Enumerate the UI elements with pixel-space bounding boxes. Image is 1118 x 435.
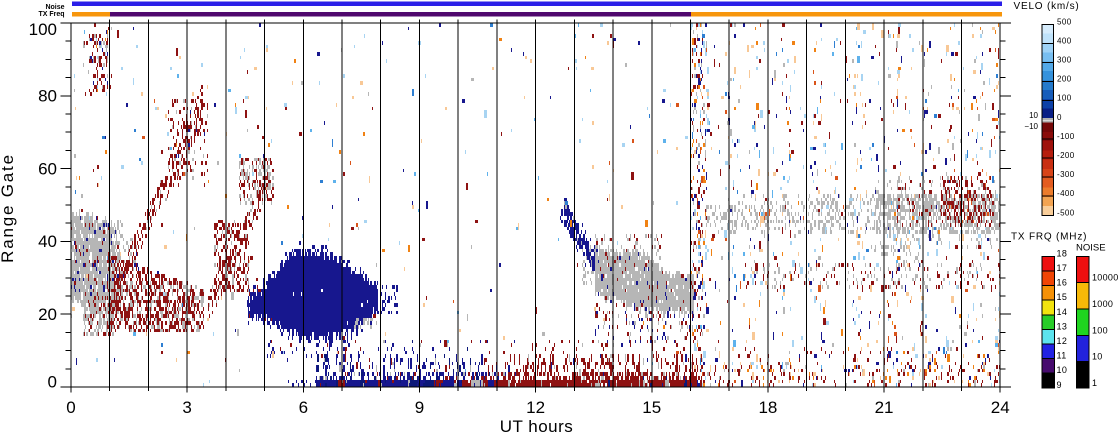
svg-text:3: 3: [182, 398, 191, 417]
svg-text:15: 15: [642, 398, 661, 417]
svg-text:10: 10: [1029, 111, 1038, 120]
svg-text:100: 100: [29, 20, 57, 39]
svg-text:-200: -200: [1057, 151, 1075, 160]
svg-text:10000: 10000: [1092, 273, 1118, 283]
svg-text:0: 0: [66, 398, 75, 417]
svg-text:6: 6: [299, 398, 308, 417]
svg-text:TX Freq: TX Freq: [38, 11, 64, 18]
svg-text:17: 17: [1057, 263, 1068, 273]
svg-text:12: 12: [526, 398, 545, 417]
svg-text:-100: -100: [1057, 132, 1075, 141]
svg-text:-300: -300: [1057, 170, 1075, 179]
svg-text:−10: −10: [1024, 122, 1038, 131]
svg-text:300: 300: [1057, 56, 1072, 65]
svg-text:9: 9: [1057, 380, 1062, 390]
svg-text:400: 400: [1057, 36, 1072, 45]
svg-text:NOISE: NOISE: [1076, 243, 1106, 254]
svg-text:0: 0: [48, 372, 57, 391]
svg-text:Range Gate: Range Gate: [0, 153, 17, 263]
svg-text:0: 0: [1057, 113, 1062, 122]
svg-text:15: 15: [1057, 292, 1068, 302]
svg-text:20: 20: [38, 305, 57, 324]
svg-text:18: 18: [1057, 248, 1068, 258]
svg-text:1: 1: [1092, 378, 1097, 388]
svg-text:Noise: Noise: [45, 4, 64, 11]
svg-text:VELO (km/s): VELO (km/s): [1014, 1, 1080, 12]
svg-text:-500: -500: [1057, 208, 1075, 217]
svg-text:12: 12: [1057, 336, 1068, 346]
svg-text:1000: 1000: [1092, 299, 1113, 309]
svg-text:100: 100: [1092, 325, 1108, 335]
svg-text:18: 18: [758, 398, 777, 417]
svg-text:60: 60: [38, 159, 57, 178]
svg-text:21: 21: [875, 398, 894, 417]
svg-text:11: 11: [1057, 351, 1067, 361]
svg-text:80: 80: [38, 87, 57, 106]
svg-text:500: 500: [1057, 17, 1072, 26]
svg-text:9: 9: [415, 398, 424, 417]
svg-text:UT hours: UT hours: [500, 417, 574, 435]
svg-text:TX FRQ (MHz): TX FRQ (MHz): [1011, 232, 1087, 243]
svg-text:24: 24: [991, 398, 1010, 417]
svg-text:14: 14: [1057, 307, 1068, 317]
svg-text:40: 40: [38, 232, 57, 251]
svg-text:10: 10: [1057, 365, 1068, 375]
svg-text:200: 200: [1057, 75, 1072, 84]
svg-text:13: 13: [1057, 321, 1068, 331]
svg-text:10: 10: [1092, 352, 1103, 362]
svg-text:-400: -400: [1057, 189, 1075, 198]
svg-text:100: 100: [1057, 94, 1072, 103]
svg-text:16: 16: [1057, 278, 1068, 288]
